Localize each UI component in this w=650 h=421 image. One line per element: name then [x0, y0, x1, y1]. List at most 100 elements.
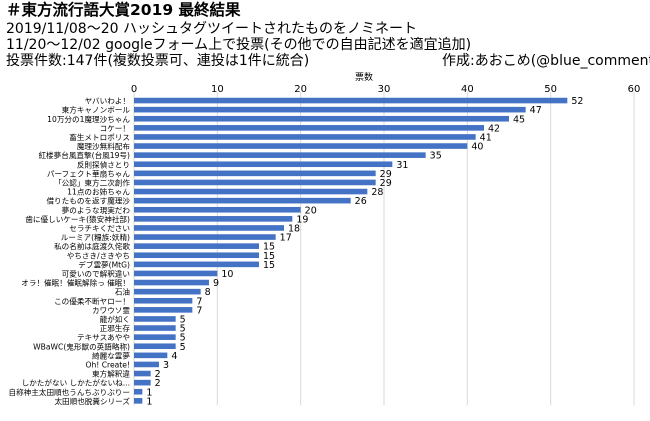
data-label: 9: [213, 278, 219, 289]
bar: [134, 125, 484, 131]
category-label: ヤバいわよ！: [85, 97, 130, 106]
data-label: 31: [396, 160, 408, 171]
bar: [134, 206, 301, 213]
bar: [134, 197, 351, 204]
bar: [134, 243, 259, 249]
category-label: カワウソ霊: [92, 306, 130, 315]
x-axis-label: 票数: [355, 71, 373, 83]
data-label: 47: [530, 105, 542, 116]
data-label: 29: [380, 178, 392, 189]
nomination-period: 2019/11/08〜20 ハッシュタグツイートされたものをノミネート: [6, 21, 417, 37]
data-label: 42: [488, 123, 500, 134]
bar: [134, 334, 176, 340]
category-label: 歯に優しいケーキ(猿安神社部): [25, 214, 130, 224]
category-label: 私の名前は庭渡久侘歌: [54, 241, 130, 251]
bar: [134, 106, 526, 113]
data-label: 28: [371, 187, 383, 198]
data-label: 17: [280, 233, 292, 244]
bar: [134, 398, 143, 404]
category-label: WBaWC(鬼形獣の英語略称): [33, 341, 130, 351]
category-label: ルーミア(糧族:妖精): [61, 232, 130, 242]
category-label: 東方解釈違: [92, 369, 130, 379]
bar: [134, 234, 276, 240]
bar: [134, 179, 376, 186]
x-tick-label: 10: [211, 84, 224, 95]
data-label: 19: [296, 214, 308, 225]
data-label: 5: [180, 333, 186, 344]
category-label: しかたがない しかたがないね...: [22, 378, 130, 388]
category-label: コケー！: [100, 124, 130, 133]
category-label: 石油: [115, 287, 130, 297]
category-label: Oh! Create!: [85, 360, 130, 369]
data-label: 20: [305, 205, 317, 216]
category-label: セラチキください: [69, 224, 130, 233]
data-label: 52: [571, 96, 583, 107]
data-label: 3: [163, 360, 169, 371]
bar: [134, 352, 168, 359]
bar: [134, 115, 509, 122]
bar: [134, 370, 151, 377]
data-label: 1: [146, 396, 152, 407]
category-label: 正邪生存: [100, 323, 131, 333]
data-label: 45: [513, 114, 525, 125]
category-label: 反則探偵さとり: [77, 159, 130, 169]
data-label: 1: [146, 387, 152, 398]
bar: [134, 379, 151, 386]
category-label: デブ霊夢(MtG): [78, 259, 130, 269]
bar: [134, 143, 468, 149]
data-label: 18: [288, 223, 300, 234]
category-label: 龍が如く: [100, 314, 130, 324]
bar: [134, 279, 209, 286]
data-label: 15: [263, 260, 275, 271]
category-label: 綺麗な霊夢: [92, 350, 130, 360]
bar: [134, 161, 393, 168]
data-label: 35: [430, 151, 442, 162]
category-label: 夢のような現実だわ: [62, 205, 131, 215]
x-tick-label: 60: [628, 84, 641, 95]
category-label: 太田順也脱糞シリーズ: [54, 396, 130, 406]
data-label: 15: [263, 251, 275, 262]
data-label: 26: [355, 196, 367, 207]
data-label: 2: [155, 369, 161, 380]
bar: [134, 307, 193, 313]
vote-count-note: 投票件数:147件(複数投票可、連投は1件に統合): [6, 53, 310, 69]
bar: [134, 297, 193, 304]
bar: [134, 325, 176, 331]
category-label: 可愛いので解釈違い: [62, 268, 130, 278]
bar: [134, 134, 476, 140]
data-label: 5: [180, 342, 186, 353]
bar: [134, 225, 284, 231]
author-credit: 作成:あおこめ(@blue_comment): [442, 53, 650, 69]
category-label: パーフェクト華扇ちゃん: [47, 168, 130, 178]
x-tick-label: 40: [461, 84, 474, 95]
bar: [134, 270, 218, 277]
data-label: 29: [380, 169, 392, 180]
data-label: 2: [155, 378, 161, 389]
data-label: 41: [480, 132, 492, 143]
x-tick-label: 50: [544, 84, 557, 95]
bar: [134, 388, 143, 395]
data-label: 10: [221, 269, 233, 280]
data-label: 5: [180, 324, 186, 335]
data-label: 5: [180, 314, 186, 325]
data-label: 15: [263, 242, 275, 253]
bar: [134, 170, 376, 177]
voting-period: 11/20〜12/02 googleフォーム上で投票(その他での自由記述を適宜追…: [6, 37, 472, 53]
bar: [134, 216, 293, 222]
bar: [134, 188, 368, 195]
bar: [134, 261, 259, 268]
data-label: 40: [471, 142, 483, 153]
data-label: 8: [205, 287, 211, 298]
bar: [134, 343, 176, 350]
category-label: 自称神主太田順也うんちぶりぶりー: [9, 387, 131, 397]
category-label: この優柔不断ヤロー！: [54, 296, 130, 306]
x-tick-label: 0: [131, 84, 137, 95]
bar: [134, 152, 426, 158]
category-label: やちさき/さきやち: [67, 251, 130, 260]
bar: [134, 252, 259, 259]
category-label: 「公認」東方二次創作: [54, 177, 130, 187]
bar: [134, 97, 568, 104]
bar: [134, 361, 159, 368]
data-label: 4: [171, 351, 177, 362]
